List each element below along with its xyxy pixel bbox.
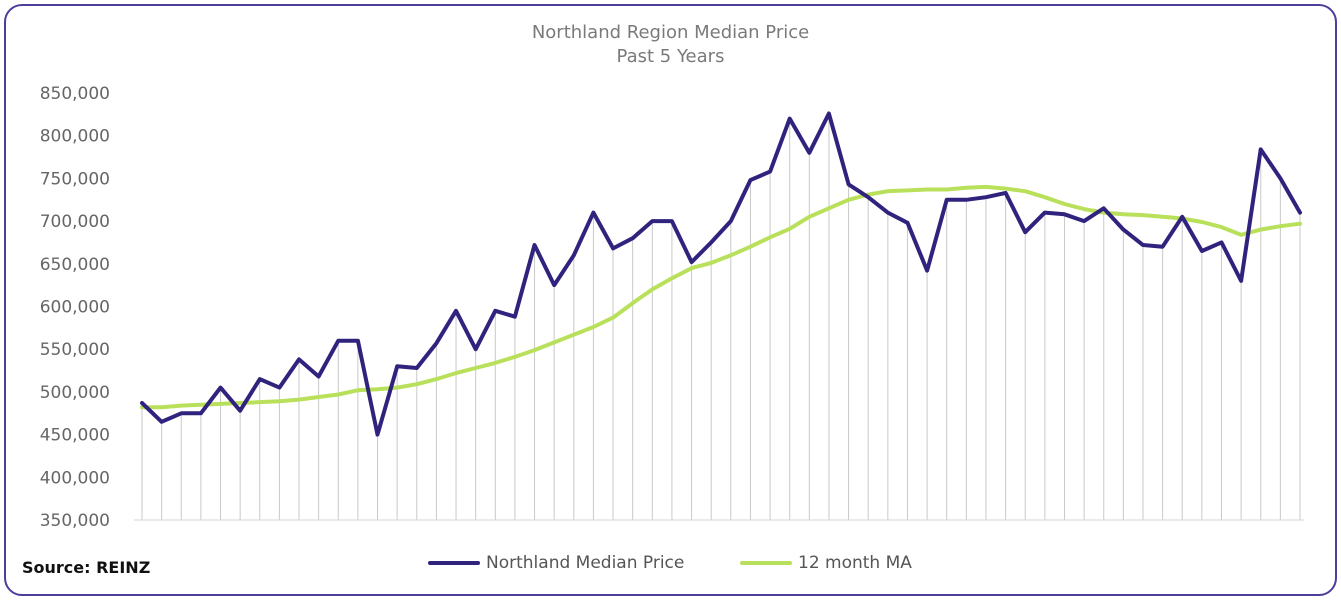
- y-tick-label: 500,000: [40, 383, 110, 403]
- y-tick-label: 600,000: [40, 298, 110, 318]
- chart-subtitle: Past 5 Years: [616, 46, 725, 67]
- chart-frame: [4, 4, 1337, 596]
- y-tick-label: 850,000: [40, 84, 110, 104]
- y-tick-label: 700,000: [40, 212, 110, 232]
- y-tick-label: 550,000: [40, 340, 110, 360]
- y-tick-label: 650,000: [40, 255, 110, 275]
- y-tick-label: 750,000: [40, 169, 110, 189]
- y-tick-label: 400,000: [40, 468, 110, 488]
- source-note: Source: REINZ: [22, 558, 151, 577]
- chart-title: Northland Region Median Price: [531, 22, 810, 43]
- series-line-median: [140, 111, 1302, 437]
- legend-label-ma: 12 month MA: [798, 553, 912, 573]
- legend-item-ma: 12 month MA: [740, 552, 912, 574]
- y-tick-label: 350,000: [40, 511, 110, 531]
- y-tick-label: 450,000: [40, 426, 110, 446]
- legend-swatch-median: [428, 561, 480, 565]
- legend-item-median: Northland Median Price: [428, 552, 684, 574]
- legend-label-median: Northland Median Price: [486, 553, 685, 573]
- y-tick-label: 800,000: [40, 127, 110, 147]
- legend-swatch-ma: [740, 561, 792, 565]
